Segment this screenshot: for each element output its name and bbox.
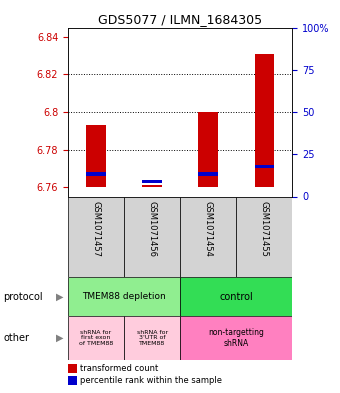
Text: ▶: ▶	[56, 292, 64, 302]
Bar	[86, 172, 106, 176]
Title: GDS5077 / ILMN_1684305: GDS5077 / ILMN_1684305	[98, 13, 262, 26]
Text: GSM1071455: GSM1071455	[260, 200, 269, 256]
Text: GSM1071454: GSM1071454	[204, 200, 213, 256]
Text: GSM1071456: GSM1071456	[148, 200, 157, 257]
Bar	[255, 165, 274, 168]
Text: control: control	[219, 292, 253, 302]
Bar	[199, 112, 218, 187]
Bar	[124, 196, 180, 277]
Text: non-targetting
shRNA: non-targetting shRNA	[208, 328, 264, 348]
Bar	[68, 277, 180, 316]
Bar	[180, 316, 292, 360]
Bar	[68, 196, 124, 277]
Text: protocol: protocol	[3, 292, 43, 302]
Text: ▶: ▶	[56, 333, 64, 343]
Bar	[124, 316, 180, 360]
Text: transformed count: transformed count	[80, 364, 158, 373]
Bar	[199, 172, 218, 176]
Bar	[180, 277, 292, 316]
Text: shRNA for
3'UTR of
TMEM88: shRNA for 3'UTR of TMEM88	[137, 330, 168, 346]
Bar	[236, 196, 292, 277]
Bar	[86, 125, 106, 187]
Bar	[142, 180, 162, 184]
Text: percentile rank within the sample: percentile rank within the sample	[80, 376, 222, 385]
Bar	[142, 185, 162, 187]
Bar	[180, 196, 236, 277]
Text: shRNA for
first exon
of TMEM88: shRNA for first exon of TMEM88	[79, 330, 113, 346]
Text: GSM1071457: GSM1071457	[91, 200, 101, 257]
Bar	[68, 316, 124, 360]
Text: TMEM88 depletion: TMEM88 depletion	[82, 292, 166, 301]
Bar	[255, 54, 274, 187]
Text: other: other	[3, 333, 29, 343]
